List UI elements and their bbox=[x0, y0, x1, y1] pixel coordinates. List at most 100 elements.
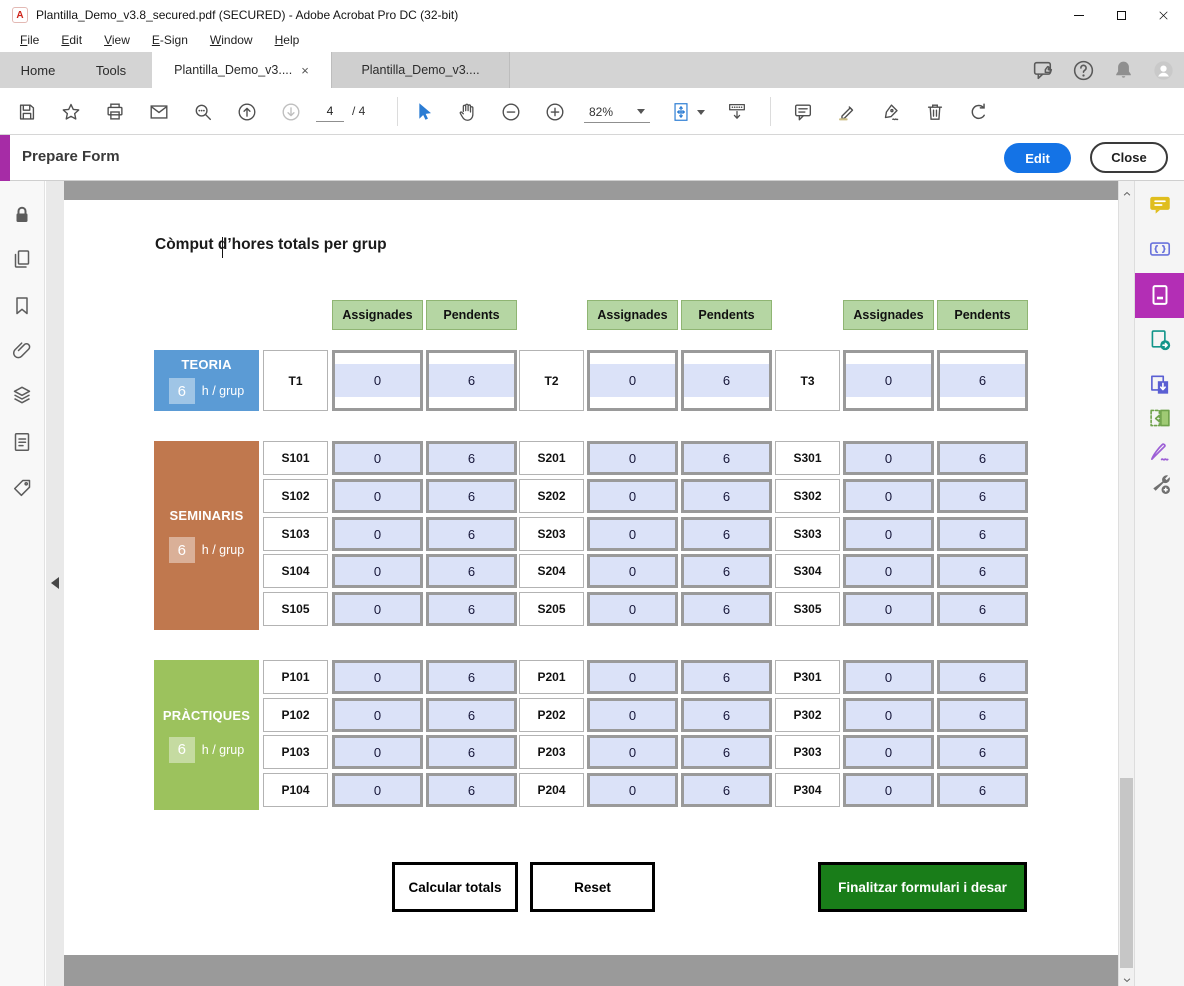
previous-page-button[interactable] bbox=[234, 99, 260, 125]
form-field[interactable]: 6 bbox=[429, 482, 514, 510]
field-P104-pendents[interactable]: 6 bbox=[426, 773, 517, 807]
field-S301-pendents[interactable]: 6 bbox=[937, 441, 1028, 475]
field-P204-pendents[interactable]: 6 bbox=[681, 773, 772, 807]
field-S302-assignades[interactable]: 0 bbox=[843, 479, 934, 513]
field-P202-assignades[interactable]: 0 bbox=[587, 698, 678, 732]
form-field[interactable]: 6 bbox=[684, 444, 769, 472]
form-field[interactable]: 0 bbox=[846, 520, 931, 548]
scrollbar-thumb[interactable] bbox=[1120, 778, 1133, 968]
field-S201-assignades[interactable]: 0 bbox=[587, 441, 678, 475]
field-P104-assignades[interactable]: 0 bbox=[332, 773, 423, 807]
menu-edit[interactable]: Edit bbox=[61, 33, 83, 47]
field-P103-pendents[interactable]: 6 bbox=[426, 735, 517, 769]
field-P101-pendents[interactable]: 6 bbox=[426, 660, 517, 694]
zoom-level-select[interactable]: 82% bbox=[584, 101, 650, 123]
field-T1-assignades[interactable]: 0 bbox=[332, 350, 423, 411]
form-field[interactable]: 6 bbox=[429, 520, 514, 548]
field-P201-pendents[interactable]: 6 bbox=[681, 660, 772, 694]
form-field[interactable]: 6 bbox=[940, 520, 1025, 548]
layers-icon[interactable] bbox=[10, 382, 34, 406]
fit-width-button[interactable] bbox=[724, 99, 750, 125]
form-field[interactable]: 0 bbox=[590, 364, 675, 397]
field-P303-pendents[interactable]: 6 bbox=[937, 735, 1028, 769]
field-S205-assignades[interactable]: 0 bbox=[587, 592, 678, 626]
star-button[interactable] bbox=[58, 99, 84, 125]
minimize-button[interactable] bbox=[1058, 0, 1100, 30]
field-S205-pendents[interactable]: 6 bbox=[681, 592, 772, 626]
finalitzar-formulari-button[interactable]: Finalitzar formulari i desar bbox=[818, 862, 1027, 912]
form-field[interactable]: 6 bbox=[684, 364, 769, 397]
menu-view[interactable]: View bbox=[104, 33, 130, 47]
hours-per-group-field[interactable]: 6 bbox=[168, 378, 195, 404]
field-P302-assignades[interactable]: 0 bbox=[843, 698, 934, 732]
form-field[interactable]: 0 bbox=[335, 557, 420, 585]
zoom-out-button[interactable] bbox=[498, 99, 524, 125]
field-P202-pendents[interactable]: 6 bbox=[681, 698, 772, 732]
field-S304-pendents[interactable]: 6 bbox=[937, 554, 1028, 588]
field-S305-pendents[interactable]: 6 bbox=[937, 592, 1028, 626]
form-field[interactable]: 0 bbox=[335, 701, 420, 729]
field-S203-assignades[interactable]: 0 bbox=[587, 517, 678, 551]
vertical-scrollbar[interactable] bbox=[1118, 181, 1134, 986]
form-field[interactable]: 6 bbox=[429, 738, 514, 766]
highlight-button[interactable] bbox=[834, 99, 860, 125]
tab-tools[interactable]: Tools bbox=[95, 62, 127, 78]
attachments-icon[interactable] bbox=[10, 339, 34, 363]
avatar-icon[interactable] bbox=[1151, 58, 1176, 83]
field-P203-assignades[interactable]: 0 bbox=[587, 735, 678, 769]
field-S303-assignades[interactable]: 0 bbox=[843, 517, 934, 551]
form-field[interactable]: 6 bbox=[940, 364, 1025, 397]
feedback-icon[interactable] bbox=[1031, 58, 1056, 83]
form-field[interactable]: 6 bbox=[940, 595, 1025, 623]
field-S303-pendents[interactable]: 6 bbox=[937, 517, 1028, 551]
form-field[interactable]: 6 bbox=[429, 444, 514, 472]
form-field[interactable]: 6 bbox=[429, 776, 514, 804]
field-P303-assignades[interactable]: 0 bbox=[843, 735, 934, 769]
form-field[interactable]: 6 bbox=[940, 776, 1025, 804]
reset-button[interactable]: Reset bbox=[530, 862, 655, 912]
form-field[interactable]: 0 bbox=[335, 482, 420, 510]
field-S102-assignades[interactable]: 0 bbox=[332, 479, 423, 513]
tab-close-button[interactable]: × bbox=[301, 62, 309, 78]
email-button[interactable] bbox=[146, 99, 172, 125]
field-S102-pendents[interactable]: 6 bbox=[426, 479, 517, 513]
tab-document-active[interactable]: Plantilla_Demo_v3.... × bbox=[152, 52, 331, 88]
panel-collapse-arrow[interactable] bbox=[51, 577, 59, 589]
organize-pages-tool-icon[interactable] bbox=[1147, 405, 1173, 431]
field-S105-pendents[interactable]: 6 bbox=[426, 592, 517, 626]
form-field[interactable]: 0 bbox=[335, 663, 420, 691]
form-field[interactable]: 0 bbox=[846, 738, 931, 766]
next-page-button[interactable] bbox=[278, 99, 304, 125]
field-S201-pendents[interactable]: 6 bbox=[681, 441, 772, 475]
field-S304-assignades[interactable]: 0 bbox=[843, 554, 934, 588]
field-S305-assignades[interactable]: 0 bbox=[843, 592, 934, 626]
field-P204-assignades[interactable]: 0 bbox=[587, 773, 678, 807]
form-field[interactable]: 6 bbox=[684, 738, 769, 766]
field-T2-pendents[interactable]: 6 bbox=[681, 350, 772, 411]
form-field[interactable]: 0 bbox=[590, 738, 675, 766]
field-T1-pendents[interactable]: 6 bbox=[426, 350, 517, 411]
field-S302-pendents[interactable]: 6 bbox=[937, 479, 1028, 513]
create-pdf-tool-icon[interactable] bbox=[1147, 372, 1173, 398]
form-field[interactable]: 6 bbox=[429, 364, 514, 397]
select-tool-button[interactable] bbox=[410, 99, 436, 125]
menu-help[interactable]: Help bbox=[274, 33, 300, 47]
field-P301-pendents[interactable]: 6 bbox=[937, 660, 1028, 694]
field-S202-assignades[interactable]: 0 bbox=[587, 479, 678, 513]
form-field[interactable]: 6 bbox=[684, 482, 769, 510]
form-field[interactable]: 0 bbox=[335, 595, 420, 623]
form-field[interactable]: 0 bbox=[590, 701, 675, 729]
menu-file[interactable]: File bbox=[20, 33, 40, 47]
javascript-tool-icon[interactable] bbox=[1147, 236, 1173, 262]
zoom-in-button[interactable] bbox=[542, 99, 568, 125]
form-field[interactable]: 0 bbox=[335, 520, 420, 548]
hours-per-group-field[interactable]: 6 bbox=[168, 736, 195, 763]
scroll-down-icon[interactable] bbox=[1122, 972, 1132, 982]
search-button[interactable] bbox=[190, 99, 216, 125]
export-pdf-tool-icon[interactable] bbox=[1147, 327, 1173, 353]
more-tools-icon[interactable] bbox=[1147, 471, 1173, 497]
form-field[interactable]: 0 bbox=[335, 738, 420, 766]
field-S104-assignades[interactable]: 0 bbox=[332, 554, 423, 588]
form-field[interactable]: 0 bbox=[590, 776, 675, 804]
field-S202-pendents[interactable]: 6 bbox=[681, 479, 772, 513]
